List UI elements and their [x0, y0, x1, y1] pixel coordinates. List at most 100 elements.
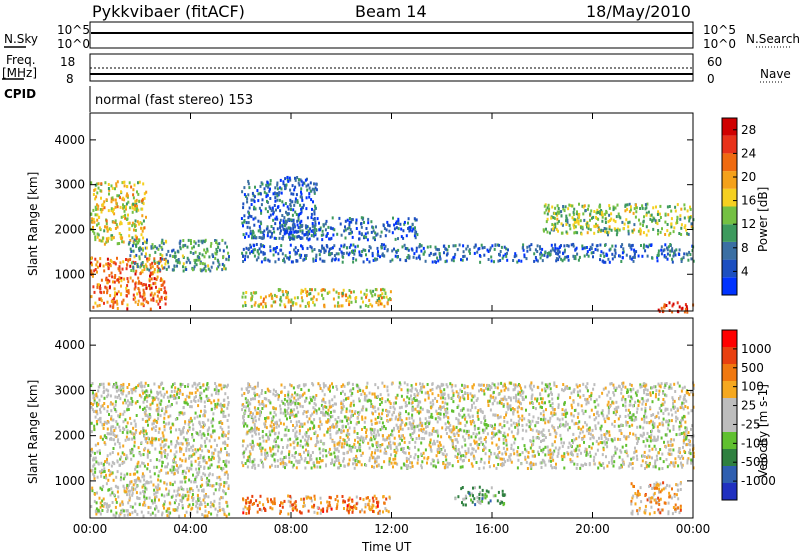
heatmap-cell	[154, 513, 157, 517]
heatmap-cell	[635, 250, 638, 254]
heatmap-cell	[125, 289, 128, 293]
heatmap-cell	[546, 252, 549, 255]
heatmap-cell	[118, 514, 121, 518]
heatmap-cell	[122, 484, 125, 488]
heatmap-cell	[330, 252, 333, 255]
heatmap-cell	[352, 260, 355, 264]
heatmap-cell	[309, 189, 312, 193]
heatmap-cell	[151, 396, 154, 399]
heatmap-cell	[634, 391, 637, 395]
heatmap-cell	[292, 463, 295, 467]
heatmap-cell	[178, 493, 181, 497]
heatmap-cell	[321, 238, 324, 242]
heatmap-cell	[257, 252, 260, 256]
heatmap-cell	[90, 212, 93, 216]
heatmap-cell	[140, 233, 143, 237]
heatmap-cell	[480, 421, 483, 424]
heatmap-cell	[593, 210, 596, 213]
heatmap-cell	[254, 207, 257, 211]
heatmap-cell	[149, 469, 151, 473]
heatmap-cell	[269, 401, 272, 405]
heatmap-cell	[358, 231, 361, 235]
heatmap-cell	[405, 259, 408, 263]
heatmap-cell	[100, 394, 103, 398]
heatmap-cell	[138, 199, 141, 203]
heatmap-cell	[549, 433, 552, 436]
heatmap-cell	[301, 435, 304, 439]
heatmap-cell	[253, 248, 256, 252]
heatmap-cell	[107, 488, 110, 492]
heatmap-cell	[95, 195, 98, 199]
heatmap-cell	[628, 462, 631, 466]
heatmap-cell	[543, 229, 545, 233]
heatmap-cell	[95, 410, 98, 414]
heatmap-cell	[166, 465, 168, 469]
heatmap-cell	[372, 258, 375, 262]
heatmap-cell	[398, 406, 401, 410]
heatmap-cell	[109, 394, 112, 398]
heatmap-cell	[575, 466, 578, 470]
heatmap-cell	[333, 304, 336, 308]
heatmap-cell	[100, 504, 103, 507]
heatmap-cell	[227, 487, 230, 490]
heatmap-cell	[536, 259, 539, 263]
heatmap-cell	[90, 454, 92, 457]
heatmap-cell	[260, 203, 263, 207]
heatmap-cell	[91, 263, 93, 267]
heatmap-cell	[632, 211, 635, 215]
heatmap-cell	[249, 229, 252, 233]
heatmap-cell	[662, 412, 665, 415]
heatmap-cell	[181, 254, 184, 258]
heatmap-cell	[107, 389, 110, 393]
heatmap-cell	[201, 489, 203, 493]
heatmap-cell	[289, 229, 292, 233]
heatmap-cell	[503, 419, 506, 423]
heatmap-cell	[196, 431, 199, 435]
heatmap-cell	[554, 243, 557, 247]
heatmap-cell	[528, 244, 531, 248]
heatmap-cell	[141, 430, 144, 434]
heatmap-cell	[588, 248, 591, 251]
heatmap-cell	[378, 433, 380, 437]
heatmap-cell	[226, 453, 229, 457]
heatmap-cell	[133, 228, 135, 232]
heatmap-cell	[190, 480, 193, 484]
heatmap-cell	[183, 411, 186, 415]
heatmap-cell	[452, 391, 455, 395]
heatmap-cell	[283, 184, 286, 187]
heatmap-cell	[600, 437, 603, 440]
heatmap-cell	[271, 447, 274, 451]
heatmap-cell	[308, 301, 310, 305]
heatmap-cell	[202, 268, 205, 272]
heatmap-cell	[502, 384, 505, 388]
heatmap-cell	[142, 391, 145, 395]
heatmap-cell	[574, 257, 577, 261]
heatmap-cell	[420, 390, 423, 394]
heatmap-cell	[408, 229, 411, 233]
heatmap-cell	[107, 393, 110, 397]
heatmap-cell	[135, 244, 138, 248]
heatmap-cell	[586, 382, 589, 386]
heatmap-cell	[663, 254, 666, 257]
heatmap-cell	[94, 467, 97, 471]
heatmap-cell	[503, 395, 506, 399]
heatmap-cell	[310, 198, 313, 202]
heatmap-cell	[133, 255, 136, 259]
heatmap-cell	[278, 424, 280, 428]
heatmap-cell	[244, 195, 247, 198]
heatmap-cell	[103, 420, 106, 424]
heatmap-cell	[149, 271, 152, 275]
heatmap-cell	[321, 244, 324, 248]
heatmap-cell	[159, 260, 162, 264]
heatmap-cell	[306, 420, 309, 424]
heatmap-cell	[660, 436, 663, 440]
heatmap-cell	[300, 187, 303, 191]
heatmap-cell	[510, 443, 513, 447]
heatmap-cell	[227, 460, 230, 464]
heatmap-cell	[348, 232, 351, 236]
heatmap-cell	[200, 477, 203, 481]
heatmap-cell	[535, 258, 538, 262]
heatmap-cell	[556, 217, 559, 221]
heatmap-cell	[420, 244, 423, 248]
heatmap-cell	[628, 220, 631, 224]
